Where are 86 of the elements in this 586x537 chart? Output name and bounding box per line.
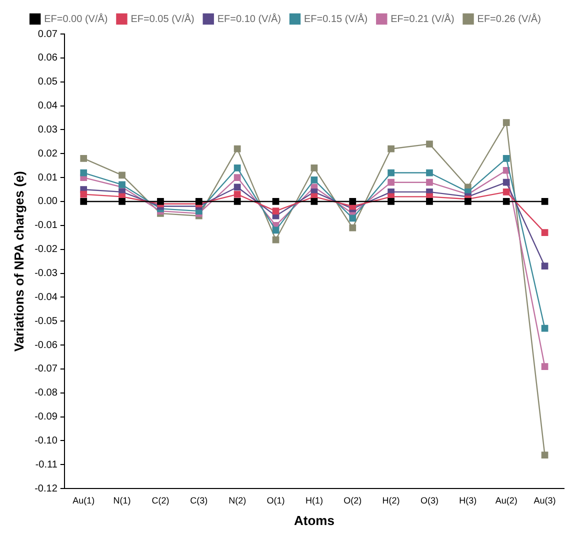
point [388,198,394,205]
x-tick-label: H(3) [459,495,477,506]
point [310,198,318,205]
x-tick-label: N(2) [228,495,246,506]
y-tick-label: 0.06 [38,52,58,64]
y-tick-label: 0.04 [38,100,58,112]
point [310,164,318,172]
legend-label: EF=0.10 (V/Å) [217,12,282,25]
y-tick-label: -0.04 [34,292,58,303]
point [234,174,241,181]
y-tick-label: -0.03 [34,268,58,280]
point [234,184,241,191]
y-tick-label: 0.02 [38,148,58,160]
point [502,188,510,196]
point [272,208,280,214]
x-tick-label: C(2) [152,495,170,506]
legend-label: EF=0.21 (V/Å) [390,12,454,25]
y-tick-label: -0.11 [35,459,58,470]
y-tick-label: -0.08 [34,388,58,399]
point [234,198,241,205]
point [502,154,510,162]
y-tick-label: 0.01 [38,172,58,184]
y-tick-label: 0.00 [38,196,58,208]
point [426,169,433,176]
point [388,145,394,152]
legend-label: EF=0.00 (V/Å) [44,12,108,25]
y-tick-label: 0.03 [38,124,58,136]
point [426,198,433,205]
y-axis-title: Variations of NPA charges (e) [11,170,26,352]
point [80,154,88,162]
point [272,226,280,234]
point [349,214,356,222]
x-tick-label: H(2) [382,495,400,506]
point [80,169,88,176]
y-tick-label: -0.05 [34,316,58,327]
point [272,198,280,205]
point [541,262,548,270]
x-tick-label: O(2) [344,495,362,506]
point [157,198,164,205]
y-tick-label: -0.07 [34,364,58,375]
point [502,198,510,205]
point [541,198,548,205]
y-tick-label: -0.01 [34,220,58,232]
point [388,178,394,186]
y-tick-label: -0.12 [34,483,58,494]
point [541,452,548,459]
y-tick-label: 0.07 [38,28,58,40]
point [310,176,318,184]
legend-label: EF=0.26 (V/Å) [477,12,541,25]
point [388,169,394,176]
point [502,178,510,186]
y-tick-label: -0.09 [34,412,58,423]
x-tick-label: N(1) [113,495,131,506]
x-axis-title: Atoms [294,512,334,528]
point [502,119,510,126]
y-tick-label: -0.10 [34,435,58,446]
y-tick-label: -0.06 [34,340,58,351]
point [426,178,433,186]
legend-label: EF=0.05 (V/Å) [130,12,194,25]
point [541,363,548,370]
legend-label: EF=0.15 (V/Å) [304,12,368,25]
point [464,198,472,205]
x-tick-label: O(3) [420,495,438,506]
x-tick-label: C(3) [190,495,208,506]
point [234,190,241,198]
point [541,229,548,236]
point [541,324,548,332]
point [118,172,126,179]
x-tick-label: Au(3) [534,495,556,506]
point [234,145,241,152]
x-tick-label: H(1) [305,495,323,506]
point [118,181,126,188]
point [349,224,356,232]
y-tick-label: -0.02 [34,244,58,256]
point [118,198,126,205]
x-tick-label: Au(2) [495,495,518,506]
y-tick-label: 0.05 [38,76,58,88]
point [234,164,241,172]
x-tick-label: O(1) [266,495,285,506]
point [349,198,356,205]
point [272,236,280,244]
point [80,190,88,198]
point [80,198,88,205]
point [195,198,202,205]
x-tick-label: Au(1) [72,495,95,506]
point [426,140,433,148]
